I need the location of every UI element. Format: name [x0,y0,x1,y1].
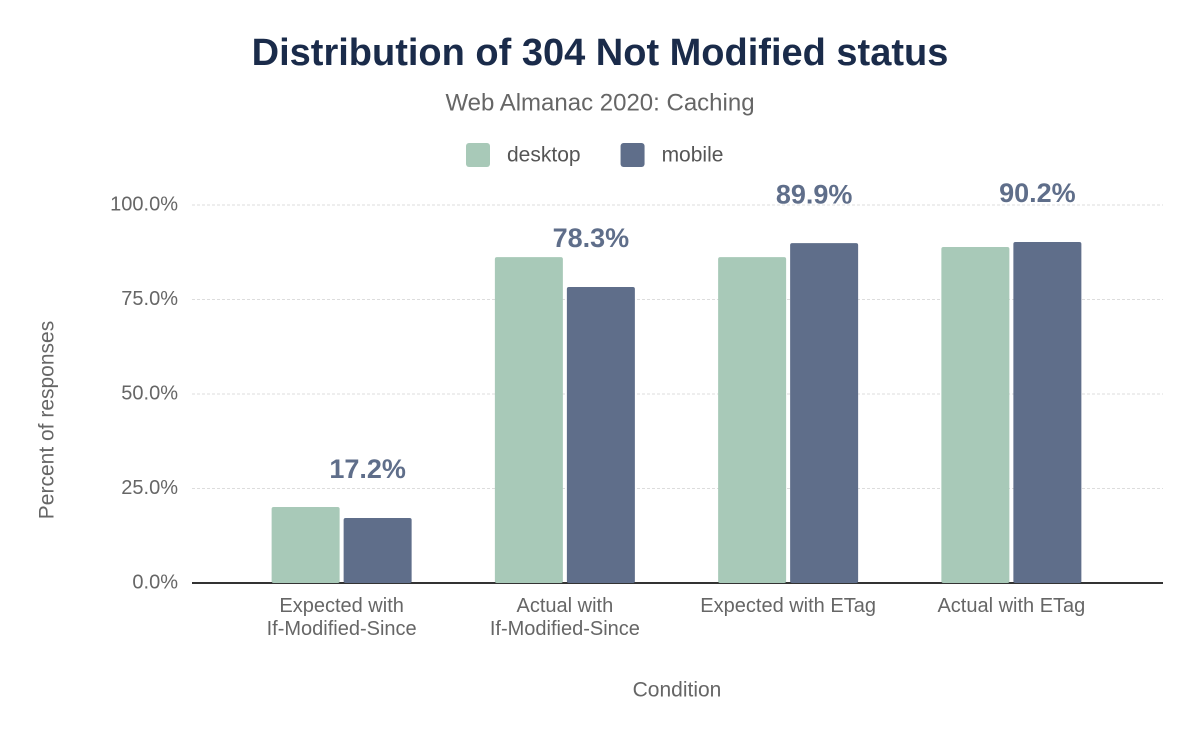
x-tick-label: Expected with If-Modified-Since [266,595,417,640]
bar [790,243,859,584]
value-label: 90.2% [999,178,1076,208]
y-tick-label: 25.0% [121,477,178,499]
legend-swatch [620,143,645,167]
value-label: 78.3% [553,223,630,253]
y-tick-label: 50.0% [121,382,178,404]
bar [343,517,412,583]
x-tick-label: Expected with ETag [700,595,876,617]
x-tick-label: Actual with If-Modified-Since [489,595,640,640]
value-label: 89.9% [776,179,853,209]
legend-label: desktop [507,144,581,167]
bar [566,287,635,583]
bar [718,257,787,583]
value-label: 17.2% [329,454,406,484]
x-axis-title: Condition [633,679,722,702]
bar [941,246,1010,583]
y-tick-label: 100.0% [110,193,178,215]
bar [271,507,340,583]
x-tick-label: Actual with ETag [937,595,1086,617]
bar [1013,242,1082,583]
y-tick-label: 0.0% [132,571,178,593]
legend-label: mobile [662,144,724,167]
y-tick-label: 75.0% [121,288,178,310]
chart-title: Distribution of 304 Not Modified status [252,32,949,74]
bar [494,257,563,583]
y-axis-title: Percent of responses [36,321,59,519]
chart-subtitle: Web Almanac 2020: Caching [445,89,754,116]
legend-swatch [466,143,490,167]
